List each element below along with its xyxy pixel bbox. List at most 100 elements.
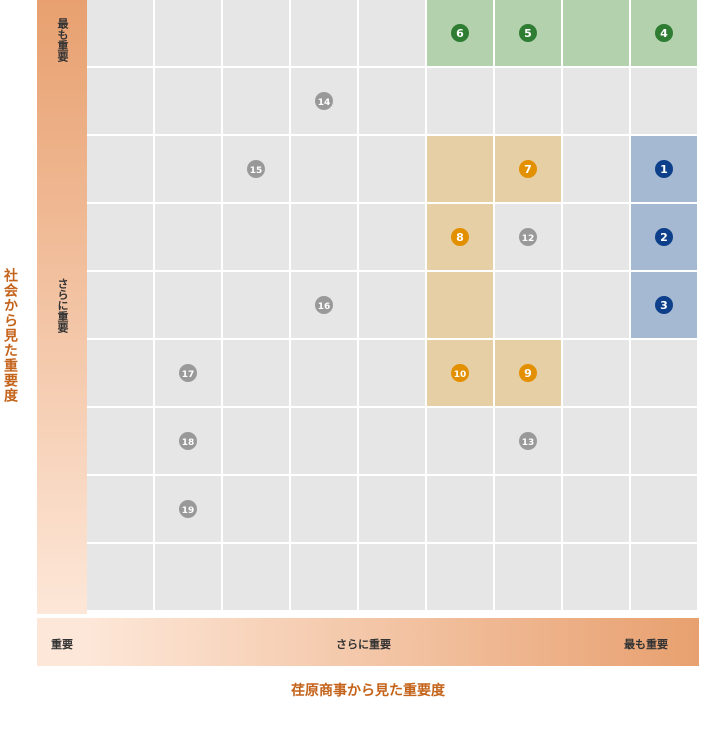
item-number: 18 (182, 438, 195, 448)
materiality-item-5: 5 (519, 24, 537, 42)
matrix-cell (291, 544, 357, 610)
matrix-cell (495, 476, 561, 542)
matrix-cell (563, 136, 629, 202)
matrix-cell (87, 272, 153, 338)
matrix-cell (291, 0, 357, 66)
matrix-cell (291, 408, 357, 474)
matrix-cell (495, 272, 561, 338)
item-marker (451, 228, 469, 246)
y-scale-top-wrap: 最も重要 (37, 18, 87, 62)
matrix-cell (631, 68, 697, 134)
matrix-cell (291, 476, 357, 542)
matrix-cell (223, 204, 289, 270)
matrix-cell (87, 408, 153, 474)
materiality-item-14: 14 (315, 92, 333, 110)
materiality-item-9: 9 (519, 364, 537, 382)
matrix-cell (563, 476, 629, 542)
matrix-cell (427, 476, 493, 542)
matrix-cell (87, 68, 153, 134)
matrix-cell (359, 340, 425, 406)
item-number: 17 (182, 370, 195, 380)
x-scale-left-label: 重要 (51, 638, 73, 651)
materiality-item-19: 19 (179, 500, 197, 518)
y-axis-title-wrap: 社会から見た重要度 (0, 240, 20, 430)
matrix-cell (223, 408, 289, 474)
matrix-cell (87, 204, 153, 270)
matrix-cell (359, 272, 425, 338)
item-marker (315, 92, 333, 110)
item-number: 12 (522, 234, 535, 244)
matrix-cell (631, 408, 697, 474)
matrix-cell (223, 272, 289, 338)
matrix-cell (631, 340, 697, 406)
materiality-item-1: 1 (655, 160, 673, 178)
item-marker (315, 296, 333, 314)
y-axis-band (37, 0, 87, 614)
matrix-cell (223, 544, 289, 610)
materiality-item-12: 12 (519, 228, 537, 246)
matrix-cell (291, 204, 357, 270)
matrix-cell (495, 68, 561, 134)
matrix-cell (427, 136, 493, 202)
materiality-item-8: 8 (451, 228, 469, 246)
matrix-cell (87, 544, 153, 610)
matrix-cell (223, 476, 289, 542)
item-number: 15 (250, 166, 263, 176)
matrix-cell (87, 340, 153, 406)
item-number: 13 (522, 438, 535, 448)
y-scale-top-label: 最も重要 (56, 18, 69, 62)
y-axis-title: 社会から見た重要度 (2, 267, 18, 403)
item-number: 3 (660, 299, 668, 312)
item-number: 19 (182, 506, 195, 516)
matrix-cell (223, 0, 289, 66)
item-marker (247, 160, 265, 178)
item-number: 10 (454, 370, 467, 380)
matrix-cell (223, 340, 289, 406)
item-number: 8 (456, 231, 464, 244)
y-scale-mid-label: さらに重要 (56, 278, 69, 333)
item-marker (519, 432, 537, 450)
materiality-item-13: 13 (519, 432, 537, 450)
item-number: 2 (660, 231, 668, 244)
matrix-cell (427, 272, 493, 338)
matrix-cell (563, 68, 629, 134)
matrix-cell (87, 136, 153, 202)
materiality-item-16: 16 (315, 296, 333, 314)
matrix-cell (359, 68, 425, 134)
matrix-cell (87, 476, 153, 542)
matrix-cell (155, 136, 221, 202)
x-axis-band (87, 618, 699, 666)
item-marker (519, 364, 537, 382)
materiality-item-7: 7 (519, 160, 537, 178)
matrix-cell (563, 544, 629, 610)
matrix-cell (359, 544, 425, 610)
matrix-cell (563, 0, 629, 66)
matrix-cell (495, 544, 561, 610)
item-marker (655, 296, 673, 314)
materiality-item-3: 3 (655, 296, 673, 314)
item-marker (179, 500, 197, 518)
matrix-cell (631, 476, 697, 542)
materiality-item-17: 17 (179, 364, 197, 382)
matrix-cell (563, 408, 629, 474)
item-marker (519, 24, 537, 42)
x-axis-title: 荏原商事から見た重要度 (291, 683, 445, 699)
corner-cell (37, 618, 87, 666)
item-marker (655, 24, 673, 42)
matrix-cell (563, 272, 629, 338)
matrix-cell (631, 544, 697, 610)
item-marker (179, 432, 197, 450)
matrix-cell (155, 272, 221, 338)
matrix-cell (359, 136, 425, 202)
item-number: 6 (456, 27, 464, 40)
item-number: 4 (660, 27, 668, 40)
item-number: 7 (524, 163, 532, 176)
materiality-item-10: 10 (451, 364, 469, 382)
matrix-cell (155, 68, 221, 134)
matrix-cell (359, 204, 425, 270)
matrix-cell (427, 544, 493, 610)
matrix-cell (223, 68, 289, 134)
item-marker (451, 364, 469, 382)
materiality-item-15: 15 (247, 160, 265, 178)
